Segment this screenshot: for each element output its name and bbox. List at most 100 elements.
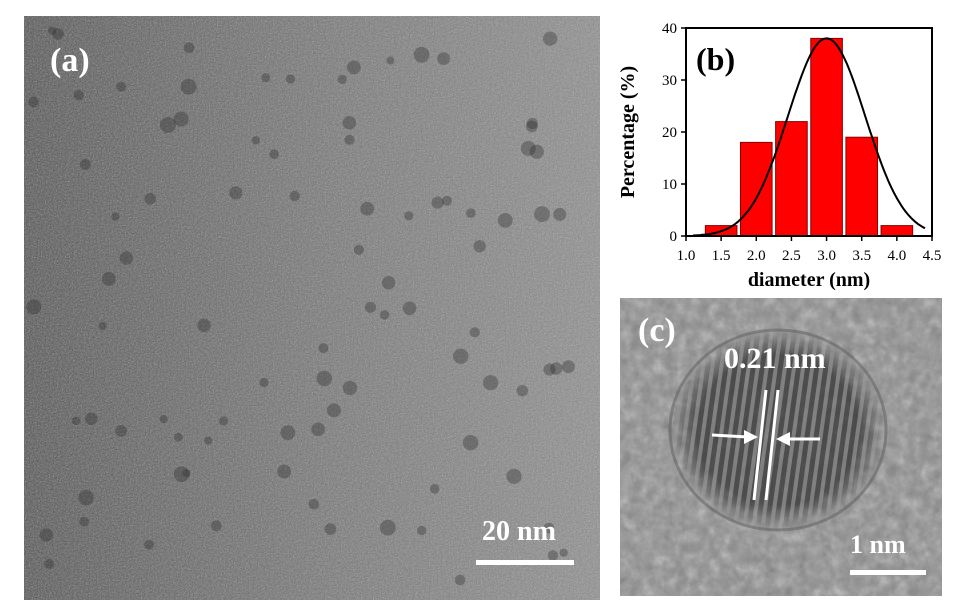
nanoparticle <box>526 117 538 130</box>
nanoparticle <box>553 207 567 221</box>
panel-b-label: (b) <box>696 41 735 77</box>
nanoparticle <box>79 516 89 527</box>
x-tick-label: 1.5 <box>712 248 731 264</box>
x-tick-label: 3.0 <box>817 248 836 264</box>
nanoparticle <box>402 301 417 316</box>
nanoparticle <box>473 240 486 253</box>
x-tick-label: 4.0 <box>887 248 906 264</box>
nanoparticle <box>318 343 329 354</box>
hrtem-image-c <box>620 298 942 596</box>
tem-image-a <box>24 16 600 600</box>
nanoparticle <box>311 422 325 437</box>
nanoparticle <box>326 403 341 418</box>
nanoparticle <box>251 136 260 145</box>
nanoparticle <box>280 425 296 441</box>
histogram-bar <box>810 37 843 237</box>
nanoparticle <box>116 81 127 92</box>
nanoparticle <box>380 519 396 536</box>
nanoparticle <box>39 528 53 542</box>
nanoparticle <box>180 78 197 95</box>
nanoparticle <box>561 360 575 374</box>
nanoparticle <box>462 435 479 451</box>
nanoparticle <box>497 213 513 228</box>
nanoparticle <box>381 276 396 290</box>
nanoparticle <box>442 195 452 206</box>
nanoparticle <box>316 370 332 387</box>
nanoparticle <box>44 558 55 569</box>
nanoparticle <box>453 348 469 364</box>
scale-bar-c-text: 1 nm <box>850 530 906 559</box>
histogram-bar <box>845 136 879 237</box>
lattice-line-left <box>752 389 768 501</box>
nanoparticle <box>431 196 444 209</box>
tem-image-panel-a: (a) 20 nm <box>24 16 600 600</box>
nanoparticle <box>204 436 213 445</box>
x-axis-label: diameter (nm) <box>748 269 870 291</box>
lattice-line-right <box>764 389 780 501</box>
scale-bar-a-text: 20 nm <box>482 516 556 547</box>
arrow-right-icon <box>711 430 758 444</box>
nanoparticle <box>159 117 176 133</box>
y-tick-label: 0 <box>670 229 678 245</box>
nanoparticle <box>550 362 563 375</box>
gaussian-fit-curve <box>692 37 926 237</box>
nanoparticle <box>529 144 544 159</box>
y-tick-label: 40 <box>662 21 677 37</box>
histogram-panel-b: 1.0 1.5 2.0 2.5 3.0 3.5 4.0 4.5 0 10 20 30 40 diamet… <box>612 20 942 295</box>
nanoparticle <box>85 412 98 426</box>
nanoparticle <box>437 52 451 65</box>
nanoparticle <box>365 301 376 313</box>
nanoparticle <box>277 464 292 479</box>
nanoparticle <box>115 425 128 437</box>
nanoparticle <box>98 321 107 330</box>
nanoparticle <box>173 466 190 483</box>
x-tick-label: 2.5 <box>782 248 801 264</box>
nanoparticle <box>101 272 116 286</box>
nanoparticle <box>347 60 361 75</box>
x-tick-label: 3.5 <box>852 248 871 264</box>
nanoparticle <box>429 484 440 494</box>
nanoparticle <box>324 523 337 535</box>
nanoparticle <box>47 26 57 35</box>
y-tick-label: 20 <box>662 125 677 141</box>
nanoparticle <box>516 385 528 397</box>
nanoparticle <box>454 574 466 586</box>
scale-bar-a <box>476 560 574 565</box>
nanoparticle <box>379 310 390 320</box>
nanoparticle <box>78 489 94 506</box>
nanoparticle <box>342 116 357 130</box>
nanoparticle <box>28 96 39 108</box>
nanoparticle <box>353 244 364 255</box>
histogram-bar <box>739 141 773 237</box>
nanoparticle <box>173 111 189 127</box>
nanoparticle <box>229 186 243 200</box>
nanoparticle <box>543 31 558 46</box>
hrtem-image-panel-c: (c) 0.21 nm 1 nm <box>620 298 942 596</box>
nanoparticle <box>289 190 300 202</box>
nanoparticle <box>219 416 229 426</box>
histogram-bar <box>880 225 914 237</box>
nanoparticle <box>344 134 355 145</box>
nanoparticle <box>52 28 64 40</box>
scale-bar-c <box>850 570 926 575</box>
nanoparticle <box>559 548 568 557</box>
y-tick-label: 10 <box>662 177 677 193</box>
panel-a-label: (a) <box>50 42 90 79</box>
nanoparticle <box>543 522 555 534</box>
nanoparticle <box>520 140 536 156</box>
nanoparticle <box>119 251 133 265</box>
nanoparticle <box>197 318 211 333</box>
nanoparticle <box>483 375 499 391</box>
nanoparticle <box>308 498 320 510</box>
nanoparticle <box>547 550 559 561</box>
nanoparticle <box>534 206 550 223</box>
nanoparticle <box>144 193 156 205</box>
x-tick-label: 4.5 <box>923 248 942 264</box>
nanoparticle <box>525 120 538 133</box>
nanoparticle <box>543 363 556 376</box>
nanoparticle <box>342 380 358 396</box>
nanoparticle <box>183 42 195 54</box>
nanoparticle <box>261 73 271 83</box>
nanoparticle <box>73 90 84 101</box>
histogram-chart: 1.0 1.5 2.0 2.5 3.0 3.5 4.0 4.5 0 10 20 30 40 diamet… <box>617 21 942 291</box>
